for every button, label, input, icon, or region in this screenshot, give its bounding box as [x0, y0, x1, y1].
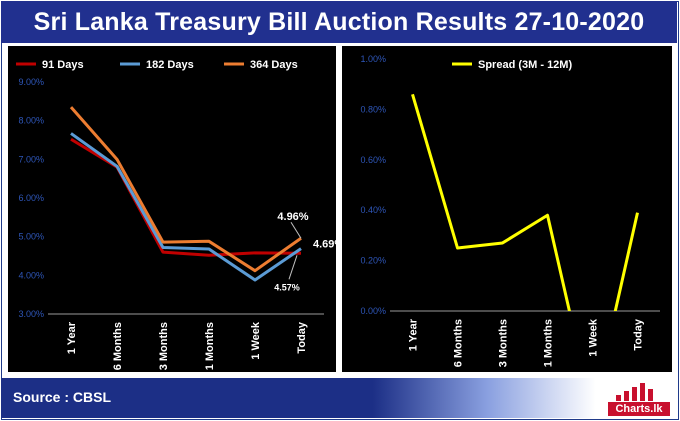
y-tick-label: 9.00% [18, 77, 44, 87]
y-tick-label: 1.00% [360, 54, 386, 64]
legend-label: 182 Days [146, 59, 194, 71]
x-tick-label: 3 Months [158, 322, 170, 370]
spread-chart: 0.00% 0.20% 0.40% 0.60% 0.80% 1.00% 1 Year 6 Mo… [360, 54, 660, 367]
y-tick-label: 3.00% [18, 309, 44, 319]
charts-lk-logo: Charts.lk [608, 382, 670, 416]
data-label: 4.96% [277, 211, 308, 223]
data-label: 4.57% [274, 282, 300, 292]
logo-bars-icon [616, 383, 653, 401]
y-tick-label: 6.00% [18, 193, 44, 203]
x-tick-label: 1 Months [204, 322, 216, 370]
page-title: Sri Lanka Treasury Bill Auction Results … [1, 1, 677, 43]
x-tick-label: Today [633, 318, 645, 350]
rates-chart-panel: 3.00% 4.00% 5.00% 6.00% 7.00% 8.00% 9.00% 1 Yea… [8, 46, 344, 372]
footer-bar: Source : CBSL [1, 378, 677, 418]
annotation-leader [290, 221, 302, 239]
x-tick-label: 1 Year [66, 321, 78, 354]
y-tick-label: 0.60% [360, 155, 386, 165]
x-tick-label: 1 Months [543, 319, 555, 367]
y-tick-label: 0.20% [360, 256, 386, 266]
y-tick-label: 7.00% [18, 154, 44, 164]
series-line-spread-3m-12m- [411, 93, 639, 311]
x-tick-label: Today [296, 321, 308, 353]
legend-label: 364 Days [250, 59, 298, 71]
y-tick-label: 5.00% [18, 232, 44, 242]
y-tick-label: 8.00% [18, 116, 44, 126]
y-tick-label: 0.40% [360, 205, 386, 215]
annotation-leader [288, 255, 298, 280]
x-tick-label: 3 Months [498, 319, 510, 367]
source-label: Source : CBSL [13, 389, 112, 405]
x-tick-label: 1 Week [250, 321, 262, 360]
series-line-364-days [69, 106, 302, 273]
legend-label: Spread (3M - 12M) [478, 59, 572, 71]
x-tick-label: 6 Months [453, 319, 465, 367]
y-tick-label: 0.00% [360, 306, 386, 316]
y-tick-label: 0.80% [360, 104, 386, 114]
y-tick-label: 4.00% [18, 270, 44, 280]
x-tick-label: 1 Week [588, 318, 600, 357]
x-tick-label: 1 Year [408, 318, 420, 351]
logo-text: Charts.lk [608, 402, 670, 416]
data-label: 4.69% [313, 239, 336, 251]
spread-chart-panel: 0.00% 0.20% 0.40% 0.60% 0.80% 1.00% 1 Year 6 Mo… [342, 46, 672, 372]
series-line-182-days [70, 132, 302, 282]
legend-label: 91 Days [42, 59, 84, 71]
rates-chart: 3.00% 4.00% 5.00% 6.00% 7.00% 8.00% 9.00% 1 Yea… [16, 59, 344, 370]
x-tick-label: 6 Months [112, 322, 124, 370]
